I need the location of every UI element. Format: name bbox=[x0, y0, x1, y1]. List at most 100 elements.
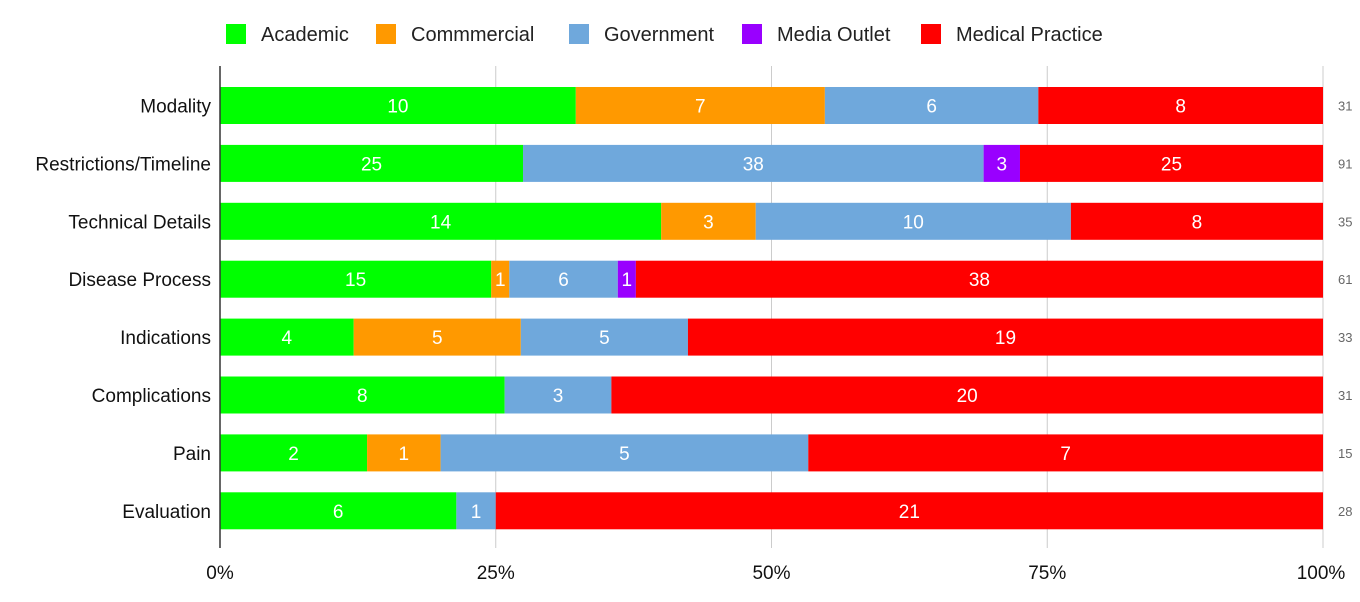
legend-swatch-government bbox=[569, 24, 589, 44]
bar-modality-government bbox=[824, 87, 1039, 124]
data-label-evaluation-medical-practice: 21 bbox=[899, 502, 920, 523]
bar-technical-details-academic bbox=[220, 202, 662, 240]
data-label-technical-details-commmercial: 3 bbox=[703, 212, 714, 233]
grid-lines bbox=[495, 66, 1324, 548]
data-label-indications-academic: 4 bbox=[282, 328, 293, 349]
data-label-indications-medical-practice: 19 bbox=[995, 328, 1016, 349]
data-label-indications-commmercial: 5 bbox=[432, 328, 443, 349]
data-label-complications-government: 3 bbox=[553, 386, 564, 407]
data-label-evaluation-government: 1 bbox=[471, 502, 482, 523]
x-tick-label: 0% bbox=[206, 563, 234, 584]
bar-technical-details-government bbox=[755, 202, 1071, 240]
bar-technical-details-commmercial bbox=[661, 202, 756, 240]
data-label-disease-process-commmercial: 1 bbox=[495, 270, 506, 291]
data-label-restrictions-timeline-media-outlet: 3 bbox=[997, 154, 1008, 175]
legend-swatch-media-outlet bbox=[742, 24, 762, 44]
row-total-indications: 33 bbox=[1338, 330, 1352, 345]
category-label-modality: Modality bbox=[140, 97, 211, 118]
x-tick-label: 25% bbox=[477, 563, 515, 584]
bar-modality-academic bbox=[220, 87, 576, 124]
data-label-disease-process-academic: 15 bbox=[345, 270, 366, 291]
row-totals: 31 91 35 61 33 31 15 28 bbox=[1338, 99, 1352, 519]
bar-modality-medical-practice bbox=[1038, 87, 1323, 124]
legend-label-government: Government bbox=[604, 24, 714, 46]
data-label-pain-medical-practice: 7 bbox=[1060, 444, 1071, 465]
x-tick-label: 100% bbox=[1297, 563, 1346, 584]
row-total-modality: 31 bbox=[1338, 99, 1352, 114]
data-label-pain-academic: 2 bbox=[288, 444, 299, 465]
category-label-evaluation: Evaluation bbox=[122, 502, 211, 523]
data-label-modality-medical-practice: 8 bbox=[1175, 97, 1186, 118]
data-label-technical-details-government: 10 bbox=[903, 212, 924, 233]
data-label-restrictions-timeline-government: 38 bbox=[743, 154, 764, 175]
bar-indications-government bbox=[520, 318, 688, 356]
row-total-evaluation: 28 bbox=[1338, 504, 1352, 519]
category-label-indications: Indications bbox=[120, 328, 211, 349]
category-labels: Modality Restrictions/Timeline Technical D… bbox=[35, 97, 211, 523]
bar-disease-process-media-outlet bbox=[617, 260, 636, 298]
category-label-disease-process: Disease Process bbox=[68, 270, 211, 291]
data-label-indications-government: 5 bbox=[599, 328, 610, 349]
data-label-complications-medical-practice: 20 bbox=[957, 386, 978, 407]
legend-swatch-commmercial bbox=[376, 24, 396, 44]
data-label-pain-government: 5 bbox=[619, 444, 630, 465]
data-label-restrictions-timeline-medical-practice: 25 bbox=[1161, 154, 1182, 175]
bar-pain-government bbox=[440, 434, 809, 472]
x-tick-label: 50% bbox=[752, 563, 790, 584]
legend-label-academic: Academic bbox=[261, 24, 349, 46]
data-label-disease-process-government: 6 bbox=[558, 270, 569, 291]
data-label-pain-commmercial: 1 bbox=[399, 444, 410, 465]
bar-evaluation-academic bbox=[220, 492, 457, 530]
bar-disease-process-government bbox=[509, 260, 618, 298]
legend: Academic Commmercial Government Media Outle… bbox=[226, 24, 1103, 46]
data-label-disease-process-medical-practice: 38 bbox=[969, 270, 990, 291]
bar-indications-commmercial bbox=[353, 318, 521, 356]
data-label-technical-details-academic: 14 bbox=[430, 212, 452, 233]
data-label-restrictions-timeline-academic: 25 bbox=[361, 154, 382, 175]
row-total-complications: 31 bbox=[1338, 388, 1352, 403]
bar-pain-medical-practice bbox=[808, 434, 1323, 472]
bar-restrictions-timeline-medical-practice bbox=[1019, 144, 1323, 182]
legend-label-commmercial: Commmercial bbox=[411, 24, 534, 46]
bar-evaluation-medical-practice bbox=[495, 492, 1323, 530]
x-tick-labels: 0% 25% 50% 75% 100% bbox=[206, 563, 1345, 584]
category-label-restrictions-timeline: Restrictions/Timeline bbox=[35, 154, 211, 175]
bar-pain-commmercial bbox=[367, 434, 441, 472]
bar-complications-government bbox=[504, 376, 612, 414]
legend-label-medical-practice: Medical Practice bbox=[956, 24, 1103, 46]
category-label-pain: Pain bbox=[173, 444, 211, 465]
row-total-disease-process: 61 bbox=[1338, 272, 1352, 287]
data-label-disease-process-media-outlet: 1 bbox=[622, 270, 633, 291]
bar-modality-commmercial bbox=[575, 87, 825, 124]
bar-pain-academic bbox=[220, 434, 368, 472]
row-total-pain: 15 bbox=[1338, 446, 1352, 461]
bar-evaluation-government bbox=[456, 492, 496, 530]
bar-restrictions-timeline-academic bbox=[220, 144, 524, 182]
data-label-technical-details-medical-practice: 8 bbox=[1192, 212, 1203, 233]
category-label-technical-details: Technical Details bbox=[68, 212, 211, 233]
bar-indications-academic bbox=[220, 318, 354, 356]
bar-restrictions-timeline-government bbox=[523, 144, 984, 182]
data-label-modality-commmercial: 7 bbox=[695, 97, 706, 118]
data-label-modality-academic: 10 bbox=[387, 97, 408, 118]
bar-complications-academic bbox=[220, 376, 505, 414]
bar-technical-details-medical-practice bbox=[1070, 202, 1323, 240]
row-total-technical-details: 35 bbox=[1338, 214, 1352, 229]
bar-disease-process-medical-practice bbox=[635, 260, 1323, 298]
legend-swatch-academic bbox=[226, 24, 246, 44]
data-label-complications-academic: 8 bbox=[357, 386, 368, 407]
category-label-complications: Complications bbox=[92, 386, 211, 407]
bar-complications-medical-practice bbox=[611, 376, 1323, 414]
data-label-evaluation-academic: 6 bbox=[333, 502, 344, 523]
bar-disease-process-commmercial bbox=[491, 260, 510, 298]
row-total-restrictions-timeline: 91 bbox=[1338, 156, 1352, 171]
x-tick-label: 75% bbox=[1028, 563, 1066, 584]
bar-restrictions-timeline-media-outlet bbox=[983, 144, 1020, 182]
bar-disease-process-academic bbox=[220, 260, 492, 298]
data-label-modality-government: 6 bbox=[926, 97, 937, 118]
bar-indications-medical-practice bbox=[687, 318, 1323, 356]
legend-swatch-medical-practice bbox=[921, 24, 941, 44]
legend-label-media-outlet: Media Outlet bbox=[777, 24, 891, 46]
